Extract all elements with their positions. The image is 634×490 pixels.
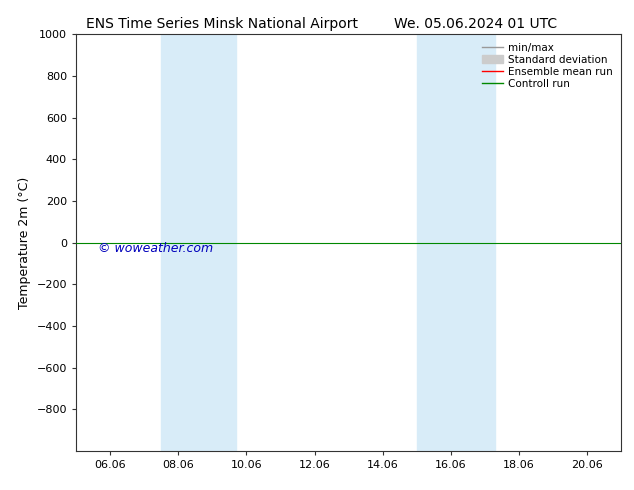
Legend: min/max, Standard deviation, Ensemble mean run, Controll run: min/max, Standard deviation, Ensemble me… [479, 40, 616, 92]
Text: © woweather.com: © woweather.com [98, 242, 213, 255]
Y-axis label: Temperature 2m (°C): Temperature 2m (°C) [18, 176, 31, 309]
Bar [417, 34, 495, 451]
Bar [161, 34, 236, 451]
Text: ENS Time Series Minsk National Airport: ENS Time Series Minsk National Airport [86, 17, 358, 31]
Text: We. 05.06.2024 01 UTC: We. 05.06.2024 01 UTC [394, 17, 557, 31]
